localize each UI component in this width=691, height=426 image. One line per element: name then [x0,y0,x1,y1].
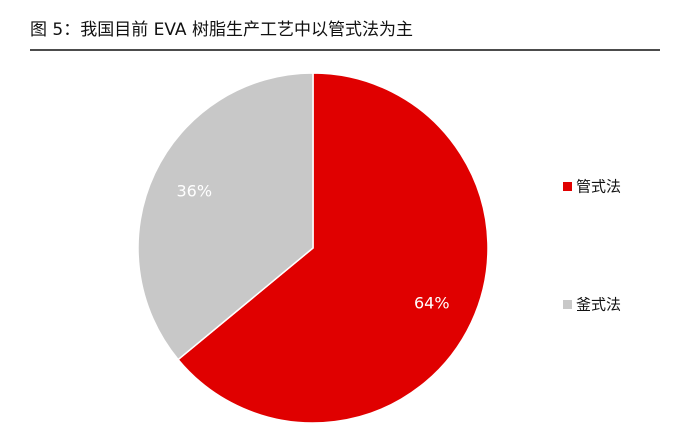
legend-label: 管式法 [576,178,621,196]
legend-label: 釜式法 [576,296,621,314]
pie-slice [137,72,314,361]
legend-swatch [563,300,572,309]
data-label: 64% [414,293,450,312]
legend-swatch [563,182,572,191]
chart-title: 图 5：我国目前 EVA 树脂生产工艺中以管式法为主 [30,20,413,40]
data-label: 36% [176,182,212,201]
pie-slice [177,72,489,424]
